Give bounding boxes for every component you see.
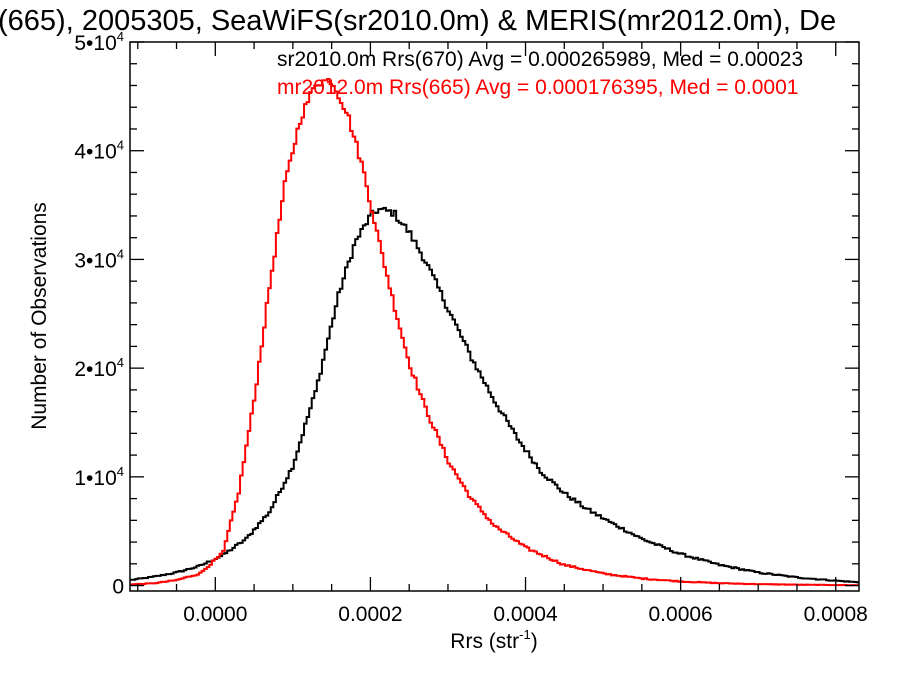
- y-tick-label: 5•104: [74, 29, 124, 55]
- chart-title: (665), 2005305, SeaWiFS(sr2010.0m) & MER…: [0, 5, 836, 37]
- y-tick-label: 3•104: [74, 246, 124, 272]
- series-line-black: [130, 206, 859, 584]
- y-tick-label: 1•104: [74, 464, 124, 490]
- y-tick-label: 2•104: [74, 355, 124, 381]
- x-axis-label-superscript: -1: [519, 627, 531, 642]
- series-layer: [130, 78, 859, 587]
- x-axis-label: Rrs (str-1): [450, 627, 537, 653]
- x-tick-label: 0.0002: [338, 603, 402, 626]
- x-tick-label: 0.0000: [183, 603, 247, 626]
- legend-entry-black: sr2010.0m Rrs(670) Avg = 0.000265989, Me…: [277, 48, 803, 71]
- x-tick-label: 0.0008: [804, 603, 868, 626]
- x-axis-label-main: Rrs (str: [450, 630, 519, 653]
- x-axis-label-suffix: ): [531, 630, 538, 653]
- y-axis-label: Number of Observations: [28, 202, 51, 430]
- series-line-red: [130, 78, 859, 587]
- x-tick-label: 0.0004: [493, 603, 558, 626]
- plot-frame: [129, 41, 860, 592]
- y-tick-label: 0: [112, 576, 124, 599]
- legend-entry-red: mr2012.0m Rrs(665) Avg = 0.000176395, Me…: [277, 76, 798, 99]
- axes-layer: 0.0000 0.0002 0.0004 0.0006 0.0008 0 1•104 2•10…: [74, 29, 867, 626]
- x-tick-label: 0.0006: [649, 603, 713, 626]
- y-tick-label: 4•104: [74, 138, 124, 164]
